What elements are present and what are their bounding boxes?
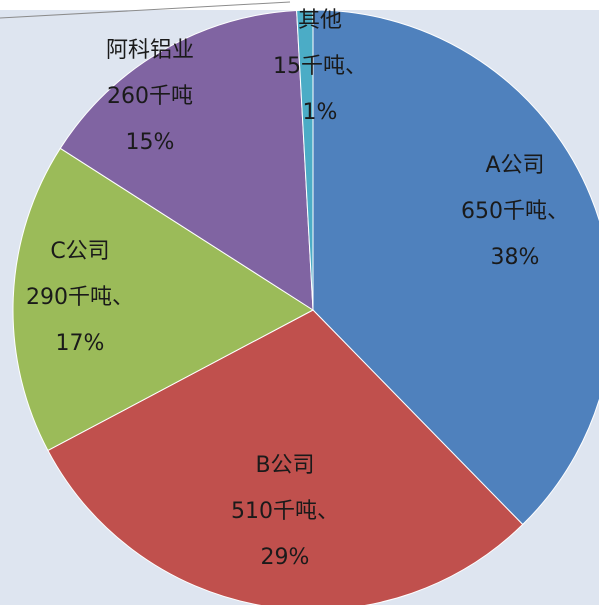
data-label-others-name: 其他 <box>298 8 342 33</box>
data-label-others-percent: 1% <box>303 100 338 125</box>
data-label-a-company-name: A公司 <box>485 153 544 178</box>
pie-labels: A公司 650千吨、 38% B公司 510千吨、 29% C公司 290千吨、 17% 阿科铝业… <box>26 8 569 570</box>
data-label-c-company-name: C公司 <box>50 239 109 264</box>
data-label-b-company-percent: 29% <box>261 545 310 570</box>
data-label-c-company-percent: 17% <box>56 331 105 356</box>
data-label-alcoa-amount: 260千吨 <box>107 84 193 109</box>
data-label-alcoa-percent: 15% <box>126 130 175 155</box>
pie-slice-c-company <box>12 147 314 452</box>
data-label-others-amount: 15千吨、 <box>273 54 367 79</box>
decorative-divider-line <box>0 1 291 19</box>
data-label-b-company-name: B公司 <box>255 453 314 478</box>
data-label-c-company-amount: 290千吨、 <box>26 285 134 310</box>
pie-slice-alcoa <box>59 9 314 311</box>
data-label-a-company-percent: 38% <box>491 245 540 270</box>
pie-slice-others <box>296 9 314 311</box>
pie-slice-a-company <box>312 9 599 526</box>
data-label-alcoa-name: 阿科铝业 <box>106 38 194 63</box>
data-label-a-company-amount: 650千吨、 <box>461 199 569 224</box>
pie-slices <box>12 9 599 609</box>
data-label-b-company-amount: 510千吨、 <box>231 499 339 524</box>
